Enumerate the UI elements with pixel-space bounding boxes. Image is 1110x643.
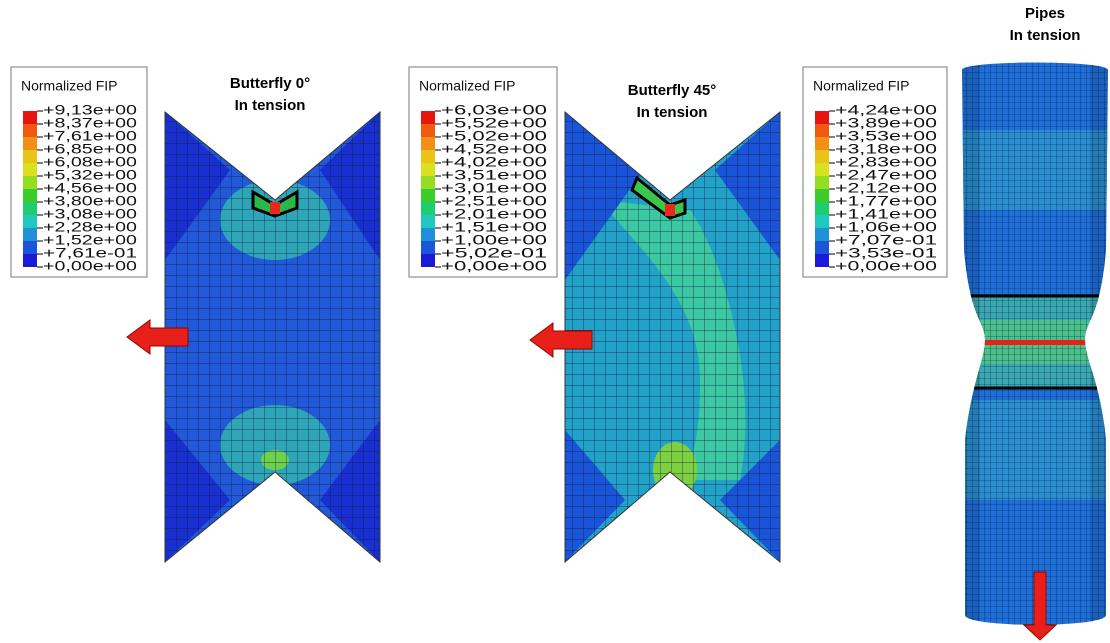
arrow bbox=[126, 319, 189, 355]
legend-swatch bbox=[421, 163, 435, 176]
legend-swatch bbox=[23, 241, 37, 254]
legend-swatch bbox=[421, 150, 435, 163]
legend-swatch bbox=[23, 228, 37, 241]
legend-title: Normalized FIP bbox=[419, 78, 515, 94]
legend-label: +4,52e+00 bbox=[441, 141, 547, 157]
legend-swatch bbox=[421, 137, 435, 150]
legend-label: +1,52e+00 bbox=[43, 232, 137, 248]
legend-label: +5,02e-01 bbox=[441, 245, 547, 261]
panel-title: Butterfly 45° bbox=[628, 82, 717, 99]
legend-swatch bbox=[815, 150, 829, 163]
legend-swatch bbox=[23, 111, 37, 124]
legend-swatch bbox=[23, 176, 37, 189]
legend-label: +1,00e+00 bbox=[441, 232, 547, 248]
butterfly-45-mesh bbox=[565, 112, 780, 562]
arrow bbox=[1022, 571, 1058, 641]
legend-swatch bbox=[23, 202, 37, 215]
legend-label: +6,08e+00 bbox=[43, 154, 137, 170]
legend-label: +5,32e+00 bbox=[43, 167, 137, 183]
legend-swatch bbox=[815, 189, 829, 202]
legend-swatch bbox=[23, 137, 37, 150]
legend-label: +3,80e+00 bbox=[43, 193, 137, 209]
legend-label: +2,01e+00 bbox=[441, 206, 547, 222]
legend-swatch bbox=[23, 215, 37, 228]
legend-swatch bbox=[815, 137, 829, 150]
legend-label: +8,37e+00 bbox=[43, 115, 137, 131]
butterfly-outline bbox=[564, 110, 781, 564]
legend-label: +4,24e+00 bbox=[835, 102, 937, 118]
legend-label: +7,61e-01 bbox=[43, 245, 137, 261]
legend-label: +0,00e+00 bbox=[835, 258, 937, 274]
legend-swatch bbox=[815, 176, 829, 189]
legend-swatch bbox=[421, 241, 435, 254]
legend-swatch bbox=[815, 163, 829, 176]
legend-label: +6,85e+00 bbox=[43, 141, 137, 157]
legend-label: +7,07e-01 bbox=[835, 232, 937, 248]
legend-swatch bbox=[421, 254, 435, 267]
panel-title: Butterfly 0° bbox=[230, 75, 310, 92]
legend-label: +6,03e+00 bbox=[441, 102, 547, 118]
legend-swatch bbox=[815, 215, 829, 228]
legend-label: +9,13e+00 bbox=[43, 102, 137, 118]
legend-label: +3,89e+00 bbox=[835, 115, 937, 131]
legend-label: +2,47e+00 bbox=[835, 167, 937, 183]
legend-swatch bbox=[815, 241, 829, 254]
labels: Butterfly 0° In tension Normalized FIP +9,1… bbox=[10, 5, 1081, 278]
legend-label: +3,18e+00 bbox=[835, 141, 937, 157]
legend-swatch bbox=[421, 202, 435, 215]
legend-label: +3,51e+00 bbox=[441, 167, 547, 183]
legend-label: +2,51e+00 bbox=[441, 193, 547, 209]
panel-title: In tension bbox=[1010, 27, 1081, 44]
panel-title: In tension bbox=[637, 104, 708, 121]
panel-title: Pipes bbox=[1025, 5, 1065, 22]
pipe-mesh bbox=[962, 62, 1108, 625]
legend-swatch bbox=[23, 189, 37, 202]
arrow bbox=[529, 322, 593, 358]
legend-swatch bbox=[815, 228, 829, 241]
legend-label: +2,12e+00 bbox=[835, 180, 937, 196]
legend-label: +1,51e+00 bbox=[441, 219, 547, 235]
legend-swatch bbox=[421, 189, 435, 202]
legend-label: +5,02e+00 bbox=[441, 128, 547, 144]
legend-swatch bbox=[23, 124, 37, 137]
legend-swatch bbox=[815, 111, 829, 124]
legend-swatch bbox=[815, 202, 829, 215]
legend-label: +5,52e+00 bbox=[441, 115, 547, 131]
legend-label: +3,53e+00 bbox=[835, 128, 937, 144]
legend-swatch bbox=[421, 111, 435, 124]
legend-label: +2,83e+00 bbox=[835, 154, 937, 170]
butterfly-outline bbox=[164, 110, 381, 564]
legend-swatch bbox=[815, 124, 829, 137]
legend-swatch bbox=[421, 215, 435, 228]
legend-title: Normalized FIP bbox=[21, 78, 117, 94]
legend-title: Normalized FIP bbox=[813, 78, 909, 94]
legend-swatch bbox=[815, 254, 829, 267]
legend-label: +7,61e+00 bbox=[43, 128, 137, 144]
legend-label: +3,08e+00 bbox=[43, 206, 137, 222]
legend-label: +3,53e-01 bbox=[835, 245, 937, 261]
legend-swatch bbox=[23, 150, 37, 163]
legend-label: +0,00e+00 bbox=[441, 258, 547, 274]
panel-title: In tension bbox=[235, 97, 306, 114]
legend-label: +0,00e+00 bbox=[43, 258, 137, 274]
legend-swatch bbox=[23, 254, 37, 267]
legend-swatch bbox=[421, 176, 435, 189]
legend-swatch bbox=[23, 163, 37, 176]
legend-swatch bbox=[421, 228, 435, 241]
legend-label: +1,77e+00 bbox=[835, 193, 937, 209]
legend-label: +4,56e+00 bbox=[43, 180, 137, 196]
legend-label: +4,02e+00 bbox=[441, 154, 547, 170]
legend-label: +3,01e+00 bbox=[441, 180, 547, 196]
legend-label: +1,41e+00 bbox=[835, 206, 937, 222]
legend-label: +1,06e+00 bbox=[835, 219, 937, 235]
legend-swatch bbox=[421, 124, 435, 137]
legend-label: +2,28e+00 bbox=[43, 219, 137, 235]
butterfly-0-mesh bbox=[165, 112, 380, 562]
